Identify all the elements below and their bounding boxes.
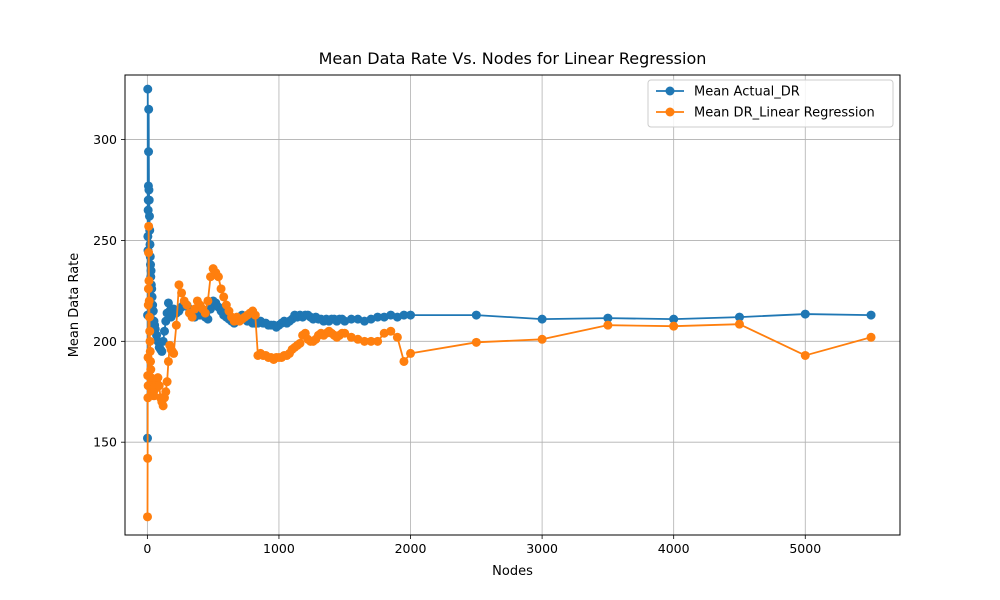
data-point <box>159 326 169 336</box>
data-point <box>373 312 383 322</box>
series-regression <box>143 221 876 522</box>
data-point <box>203 296 213 306</box>
data-point <box>158 336 168 346</box>
data-point <box>157 346 167 356</box>
data-point <box>146 356 156 366</box>
legend-marker-regression <box>665 107 675 117</box>
data-point <box>386 326 396 336</box>
data-point <box>734 312 744 322</box>
data-point <box>399 356 409 366</box>
data-point <box>144 147 154 157</box>
data-point <box>295 338 305 348</box>
x-tick-label: 4000 <box>658 541 690 556</box>
y-axis-title: Mean Data Rate <box>67 253 82 358</box>
data-point <box>143 84 153 94</box>
data-point <box>143 453 153 463</box>
data-point <box>392 332 402 342</box>
data-point <box>144 211 154 221</box>
data-point <box>153 373 163 383</box>
data-point <box>145 336 155 346</box>
series-layer <box>143 84 876 522</box>
x-axis-title: Nodes <box>492 564 533 579</box>
data-point <box>213 272 223 282</box>
data-point <box>219 292 229 302</box>
x-tick-label: 0 <box>143 541 151 556</box>
data-point <box>182 300 192 310</box>
x-tick-label: 5000 <box>789 541 821 556</box>
data-point <box>250 310 260 320</box>
data-point <box>154 381 164 391</box>
legend: Mean Actual_DR Mean DR_Linear Regression <box>647 79 894 128</box>
data-point <box>171 320 181 330</box>
data-point <box>144 312 154 322</box>
data-point <box>866 332 876 342</box>
x-tick-label: 2000 <box>395 541 427 556</box>
data-point <box>144 195 154 205</box>
data-point <box>177 288 187 298</box>
data-point <box>200 308 210 318</box>
data-point <box>145 239 155 249</box>
data-point <box>145 346 155 356</box>
data-point <box>163 356 173 366</box>
data-point <box>216 284 226 294</box>
data-point <box>144 104 154 114</box>
data-point <box>669 314 679 324</box>
data-point <box>144 248 154 258</box>
data-point <box>603 313 613 323</box>
data-point <box>537 314 547 324</box>
data-point <box>373 336 383 346</box>
y-tick-label: 150 <box>93 435 117 450</box>
data-point <box>406 310 416 320</box>
data-point <box>346 314 356 324</box>
legend-label-regression: Mean DR_Linear Regression <box>694 106 875 121</box>
data-point <box>669 321 679 331</box>
data-point <box>603 320 613 330</box>
legend-marker-actual <box>665 86 675 96</box>
data-point <box>800 350 810 360</box>
legend-box <box>647 79 894 128</box>
y-axis-ticks: 150 200 250 300 <box>93 132 125 450</box>
x-tick-label: 3000 <box>526 541 558 556</box>
data-point <box>158 401 168 411</box>
data-point <box>471 337 481 347</box>
data-point <box>146 365 156 375</box>
data-point <box>537 334 547 344</box>
data-point <box>163 298 173 308</box>
data-point <box>143 512 152 522</box>
data-point <box>734 319 744 329</box>
data-point <box>471 310 481 320</box>
data-point <box>366 336 376 346</box>
data-point <box>143 284 153 294</box>
data-point <box>406 348 416 358</box>
x-tick-label: 1000 <box>263 541 295 556</box>
legend-label-actual: Mean Actual_DR <box>694 85 800 100</box>
data-point <box>144 276 154 286</box>
grid-lines <box>125 75 900 535</box>
data-point <box>144 185 154 195</box>
data-point <box>161 387 171 397</box>
data-point <box>187 312 197 322</box>
data-point <box>399 310 409 320</box>
data-point <box>162 377 172 387</box>
data-point <box>340 328 350 338</box>
data-point <box>174 280 184 290</box>
data-point <box>866 310 876 320</box>
y-tick-label: 200 <box>93 334 117 349</box>
data-point <box>169 348 179 358</box>
data-point <box>800 309 810 319</box>
data-point <box>359 336 369 346</box>
plot-frame <box>124 74 901 536</box>
chart-title: Mean Data Rate Vs. Nodes for Linear Regr… <box>319 49 707 68</box>
data-point <box>144 221 154 231</box>
y-tick-label: 300 <box>93 132 117 147</box>
data-point <box>145 326 155 336</box>
x-axis-ticks: 0 1000 2000 3000 4000 5000 <box>143 535 821 556</box>
data-point <box>144 296 154 306</box>
y-tick-label: 250 <box>93 233 117 248</box>
